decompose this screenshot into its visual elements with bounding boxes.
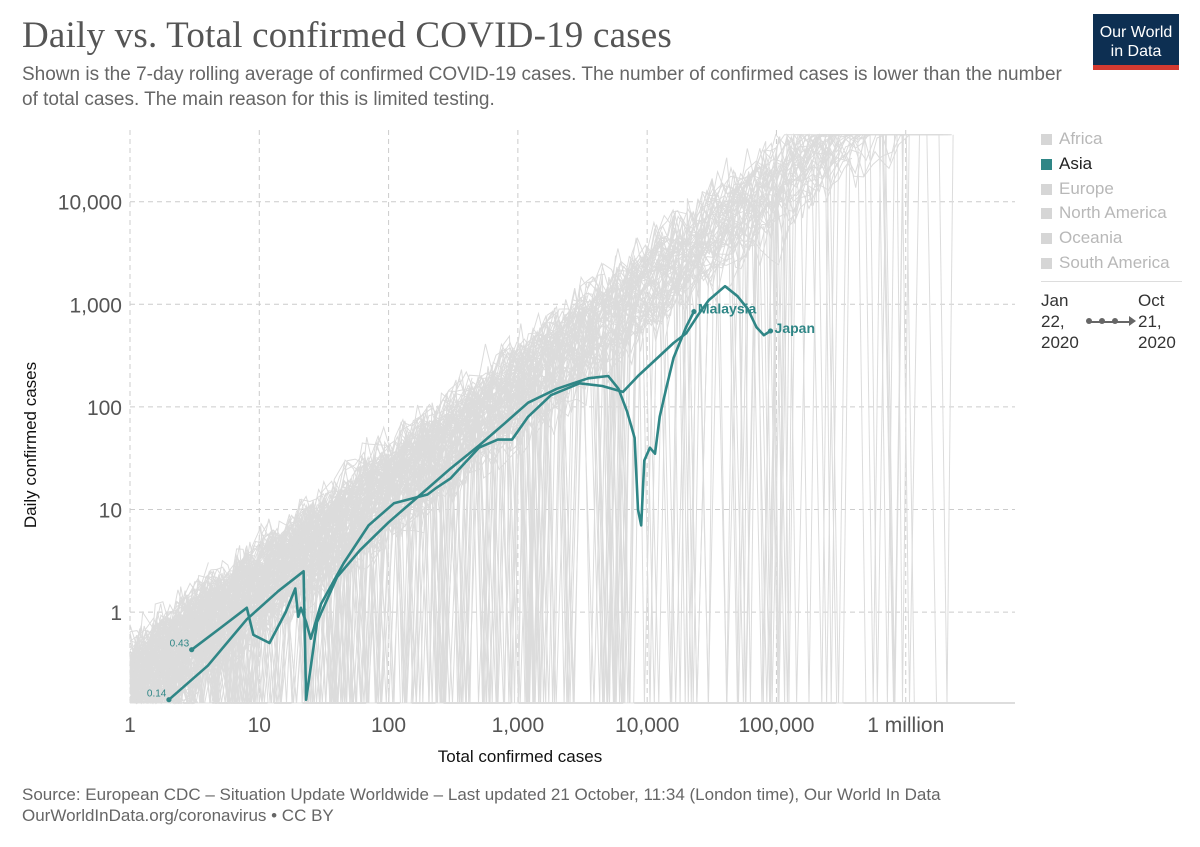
- x-axis-label: Total confirmed cases: [438, 747, 602, 766]
- y-axis-label: Daily confirmed cases: [21, 362, 40, 528]
- background-country-line: [129, 134, 951, 704]
- legend-label: Europe: [1059, 178, 1114, 198]
- background-country-lines: [129, 133, 954, 705]
- series-line-malaysia[interactable]: [168, 310, 696, 702]
- timeline-tick: [1099, 318, 1105, 324]
- background-country-line: [129, 295, 587, 704]
- timeline-start-day: 22,: [1041, 312, 1065, 331]
- y-tick-label: 100: [87, 397, 122, 420]
- series-label-japan: Japan: [775, 320, 815, 336]
- x-tick-label: 10: [248, 714, 271, 737]
- series-start-point: [166, 697, 172, 703]
- legend-item-asia[interactable]: Asia: [1041, 153, 1170, 178]
- series-line-japan[interactable]: [190, 284, 772, 651]
- legend-swatch: [1041, 208, 1052, 220]
- background-country-line: [129, 134, 914, 704]
- logo-line-2: in Data: [1110, 43, 1162, 60]
- legend-label: South America: [1059, 252, 1170, 272]
- series-start-point: [189, 647, 195, 653]
- y-tick-label: 10,000: [58, 192, 122, 215]
- legend-item-north-america[interactable]: North America: [1041, 202, 1170, 227]
- series-end-point: [691, 308, 697, 315]
- background-country-line: [129, 255, 635, 704]
- legend-swatch: [1041, 233, 1052, 245]
- timeline-end-date: Oct 21, 2020: [1138, 290, 1176, 353]
- x-tick-label: 1,000: [492, 714, 545, 737]
- highlighted-country-lines: 0.14 Malaysia 0.43 Japan: [147, 284, 815, 703]
- legend-label: Africa: [1059, 129, 1103, 148]
- background-country-line: [129, 133, 889, 704]
- background-country-line: [130, 530, 374, 704]
- background-country-line: [129, 507, 317, 704]
- timeline-end-year: 2020: [1138, 333, 1176, 352]
- y-tick-label: 10: [99, 499, 122, 522]
- legend-swatch: [1041, 158, 1052, 170]
- play-arrow-icon[interactable]: [1129, 316, 1136, 326]
- background-country-line: [130, 157, 853, 705]
- footer: Source: European CDC – Situation Update …: [22, 784, 941, 826]
- background-country-line: [129, 298, 578, 704]
- background-country-line: [129, 377, 526, 704]
- x-tick-label: 10,000: [615, 714, 679, 737]
- background-country-line: [129, 134, 874, 704]
- legend-label: Asia: [1059, 153, 1093, 173]
- background-country-line: [129, 579, 250, 704]
- legend: Africa Asia Europe North America Oceania…: [1041, 128, 1170, 277]
- background-country-line: [129, 134, 913, 704]
- series-label-malaysia: Malaysia: [698, 301, 757, 317]
- source-link[interactable]: OurWorldInData.org/coronavirus • CC BY: [22, 806, 334, 825]
- timeline-end-month: Oct: [1138, 291, 1165, 310]
- series-start-label: 0.14: [147, 689, 167, 700]
- chart-title: Daily vs. Total confirmed COVID-19 cases: [22, 15, 673, 56]
- timeline-start-month: Jan: [1041, 291, 1069, 310]
- legend-item-africa[interactable]: Africa: [1041, 128, 1170, 153]
- background-country-line: [129, 585, 213, 665]
- background-country-line: [129, 138, 806, 704]
- y-tick-label: 1,000: [69, 294, 122, 317]
- logo-accent-bar: [1093, 65, 1179, 70]
- x-tick-label: 100: [371, 714, 406, 737]
- timeline-track[interactable]: [1087, 321, 1131, 323]
- chart-subtitle: Shown is the 7-day rolling average of co…: [22, 64, 1062, 110]
- background-country-line: [129, 185, 812, 704]
- legend-item-europe[interactable]: Europe: [1041, 178, 1170, 203]
- axis-tick-labels: 1 10 100 1,000 10,000 1 10 100 1,000 10,000 100,00…: [58, 192, 944, 737]
- x-tick-label: 1: [124, 714, 136, 737]
- background-country-line: [129, 133, 874, 704]
- legend-item-south-america[interactable]: South America: [1041, 252, 1170, 277]
- owid-logo[interactable]: Our World in Data: [1093, 14, 1179, 70]
- timeline-control[interactable]: Jan 22, 2020 Oct 21, 2020: [1041, 290, 1186, 356]
- series-end-point: [767, 328, 774, 334]
- source-note: Source: European CDC – Situation Update …: [22, 785, 941, 804]
- timeline-end-day: 21,: [1138, 312, 1162, 331]
- timeline-handle-start[interactable]: [1086, 318, 1092, 324]
- legend-swatch: [1041, 183, 1052, 195]
- series-start-label: 0.43: [170, 639, 190, 650]
- legend-item-oceania[interactable]: Oceania: [1041, 227, 1170, 252]
- background-country-line: [129, 514, 321, 704]
- legend-divider: [1041, 281, 1182, 282]
- legend-label: Oceania: [1059, 228, 1123, 248]
- background-country-line: [129, 482, 337, 704]
- legend-label: North America: [1059, 203, 1167, 223]
- legend-swatch: [1041, 257, 1052, 269]
- legend-swatch: [1041, 134, 1052, 145]
- x-tick-label: 100,000: [738, 714, 814, 737]
- background-country-line: [129, 134, 839, 704]
- logo-line-1: Our World: [1099, 24, 1173, 41]
- timeline-start-date: Jan 22, 2020: [1041, 290, 1079, 353]
- background-country-line: [129, 448, 481, 704]
- timeline-tick: [1112, 318, 1118, 324]
- timeline-start-year: 2020: [1041, 333, 1079, 352]
- y-tick-label: 1: [110, 602, 122, 625]
- x-tick-label: 1 million: [867, 714, 944, 737]
